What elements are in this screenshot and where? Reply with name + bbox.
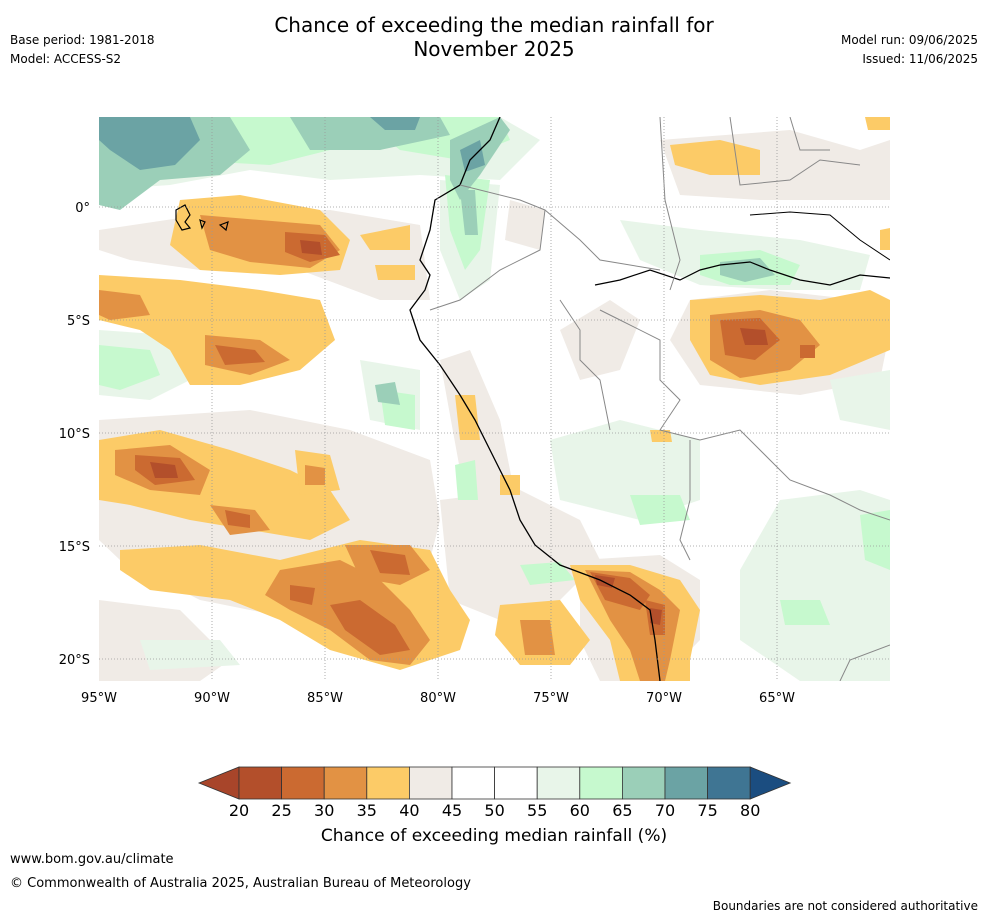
colorbar-tick-label: 30 — [314, 801, 334, 820]
lon-label-75w: 75°W — [533, 691, 569, 706]
colorbar-tick-label: 80 — [740, 801, 760, 820]
colorbar-cell — [238, 766, 282, 800]
colorbar-cell — [451, 766, 495, 800]
latitude-labels: 0° 5°S 10°S 15°S 20°S — [59, 201, 90, 668]
colorbar-cells — [197, 766, 792, 800]
meta-right: Model run: 09/06/2025 Issued: 11/06/2025 — [841, 31, 978, 69]
colorbar-cell — [622, 766, 666, 800]
colorbar-cell — [323, 766, 368, 800]
galapagos-islands — [175, 204, 229, 232]
coastline — [409, 117, 661, 681]
meta-left: Base period: 1981-2018 Model: ACCESS-S2 — [10, 31, 155, 69]
colorbar-tick-label: 75 — [697, 801, 717, 820]
lat-label-15s: 15°S — [59, 540, 90, 555]
colorbar-cell — [408, 766, 453, 800]
lon-label-85w: 85°W — [307, 691, 343, 706]
colorbar-arrow-low — [197, 766, 240, 800]
footer-url: www.bom.gov.au/climate — [10, 852, 174, 867]
colorbar-cell — [664, 766, 708, 800]
title-line-2: November 2025 — [413, 37, 575, 61]
lat-label-5s: 5°S — [67, 314, 90, 329]
colorbar-arrow-high — [749, 766, 792, 800]
colorbar-tick-label: 55 — [527, 801, 547, 820]
colorbar-tick-label: 35 — [357, 801, 377, 820]
colorbar-ticks: 20 25 30 35 40 45 50 55 60 65 70 75 80 — [229, 801, 761, 820]
map-title: Chance of exceeding the median rainfall … — [0, 13, 988, 61]
lon-label-95w: 95°W — [81, 691, 117, 706]
model-name: Model: ACCESS-S2 — [10, 52, 122, 66]
colorbar-tick-label: 70 — [655, 801, 675, 820]
colorbar-label: Chance of exceeding median rainfall (%) — [320, 826, 668, 846]
lon-label-70w: 70°W — [646, 691, 682, 706]
colorbar-tick-label: 25 — [271, 801, 291, 820]
lon-label-90w: 90°W — [194, 691, 230, 706]
lon-label-80w: 80°W — [420, 691, 456, 706]
dark-teal-areas — [99, 117, 485, 172]
title-line-1: Chance of exceeding the median rainfall … — [274, 13, 714, 37]
colorbar-tick-label: 60 — [570, 801, 590, 820]
darkest-areas — [150, 240, 768, 625]
colorbar-cell — [579, 766, 623, 800]
base-period: Base period: 1981-2018 — [10, 33, 155, 47]
longitude-labels: 95°W 90°W 85°W 80°W 75°W 70°W 65°W — [81, 691, 795, 706]
colorbar-tick-label: 45 — [442, 801, 462, 820]
colorbar-cell — [494, 766, 538, 800]
colorbar-tick-label: 20 — [229, 801, 249, 820]
colorbar-cell — [366, 766, 410, 800]
colorbar-cell — [707, 766, 751, 800]
colorbar-tick-label: 50 — [484, 801, 504, 820]
footer-copyright: © Commonwealth of Australia 2025, Austra… — [10, 876, 471, 891]
lat-label-20s: 20°S — [59, 653, 90, 668]
footer-disclaimer: Boundaries are not considered authoritat… — [712, 899, 978, 913]
grid-lines — [99, 117, 890, 681]
issued-date: Issued: 11/06/2025 — [862, 52, 978, 66]
colorbar-cell — [281, 766, 325, 800]
colorbar-tick-label: 40 — [399, 801, 419, 820]
model-run: Model run: 09/06/2025 — [840, 33, 978, 47]
river-line — [594, 261, 890, 286]
lat-label-10s: 10°S — [59, 427, 90, 442]
lat-label-0: 0° — [75, 201, 90, 216]
map-field — [99, 117, 890, 681]
colorbar-cell — [536, 766, 581, 800]
lon-label-65w: 65°W — [759, 691, 795, 706]
colorbar-tick-label: 65 — [612, 801, 632, 820]
